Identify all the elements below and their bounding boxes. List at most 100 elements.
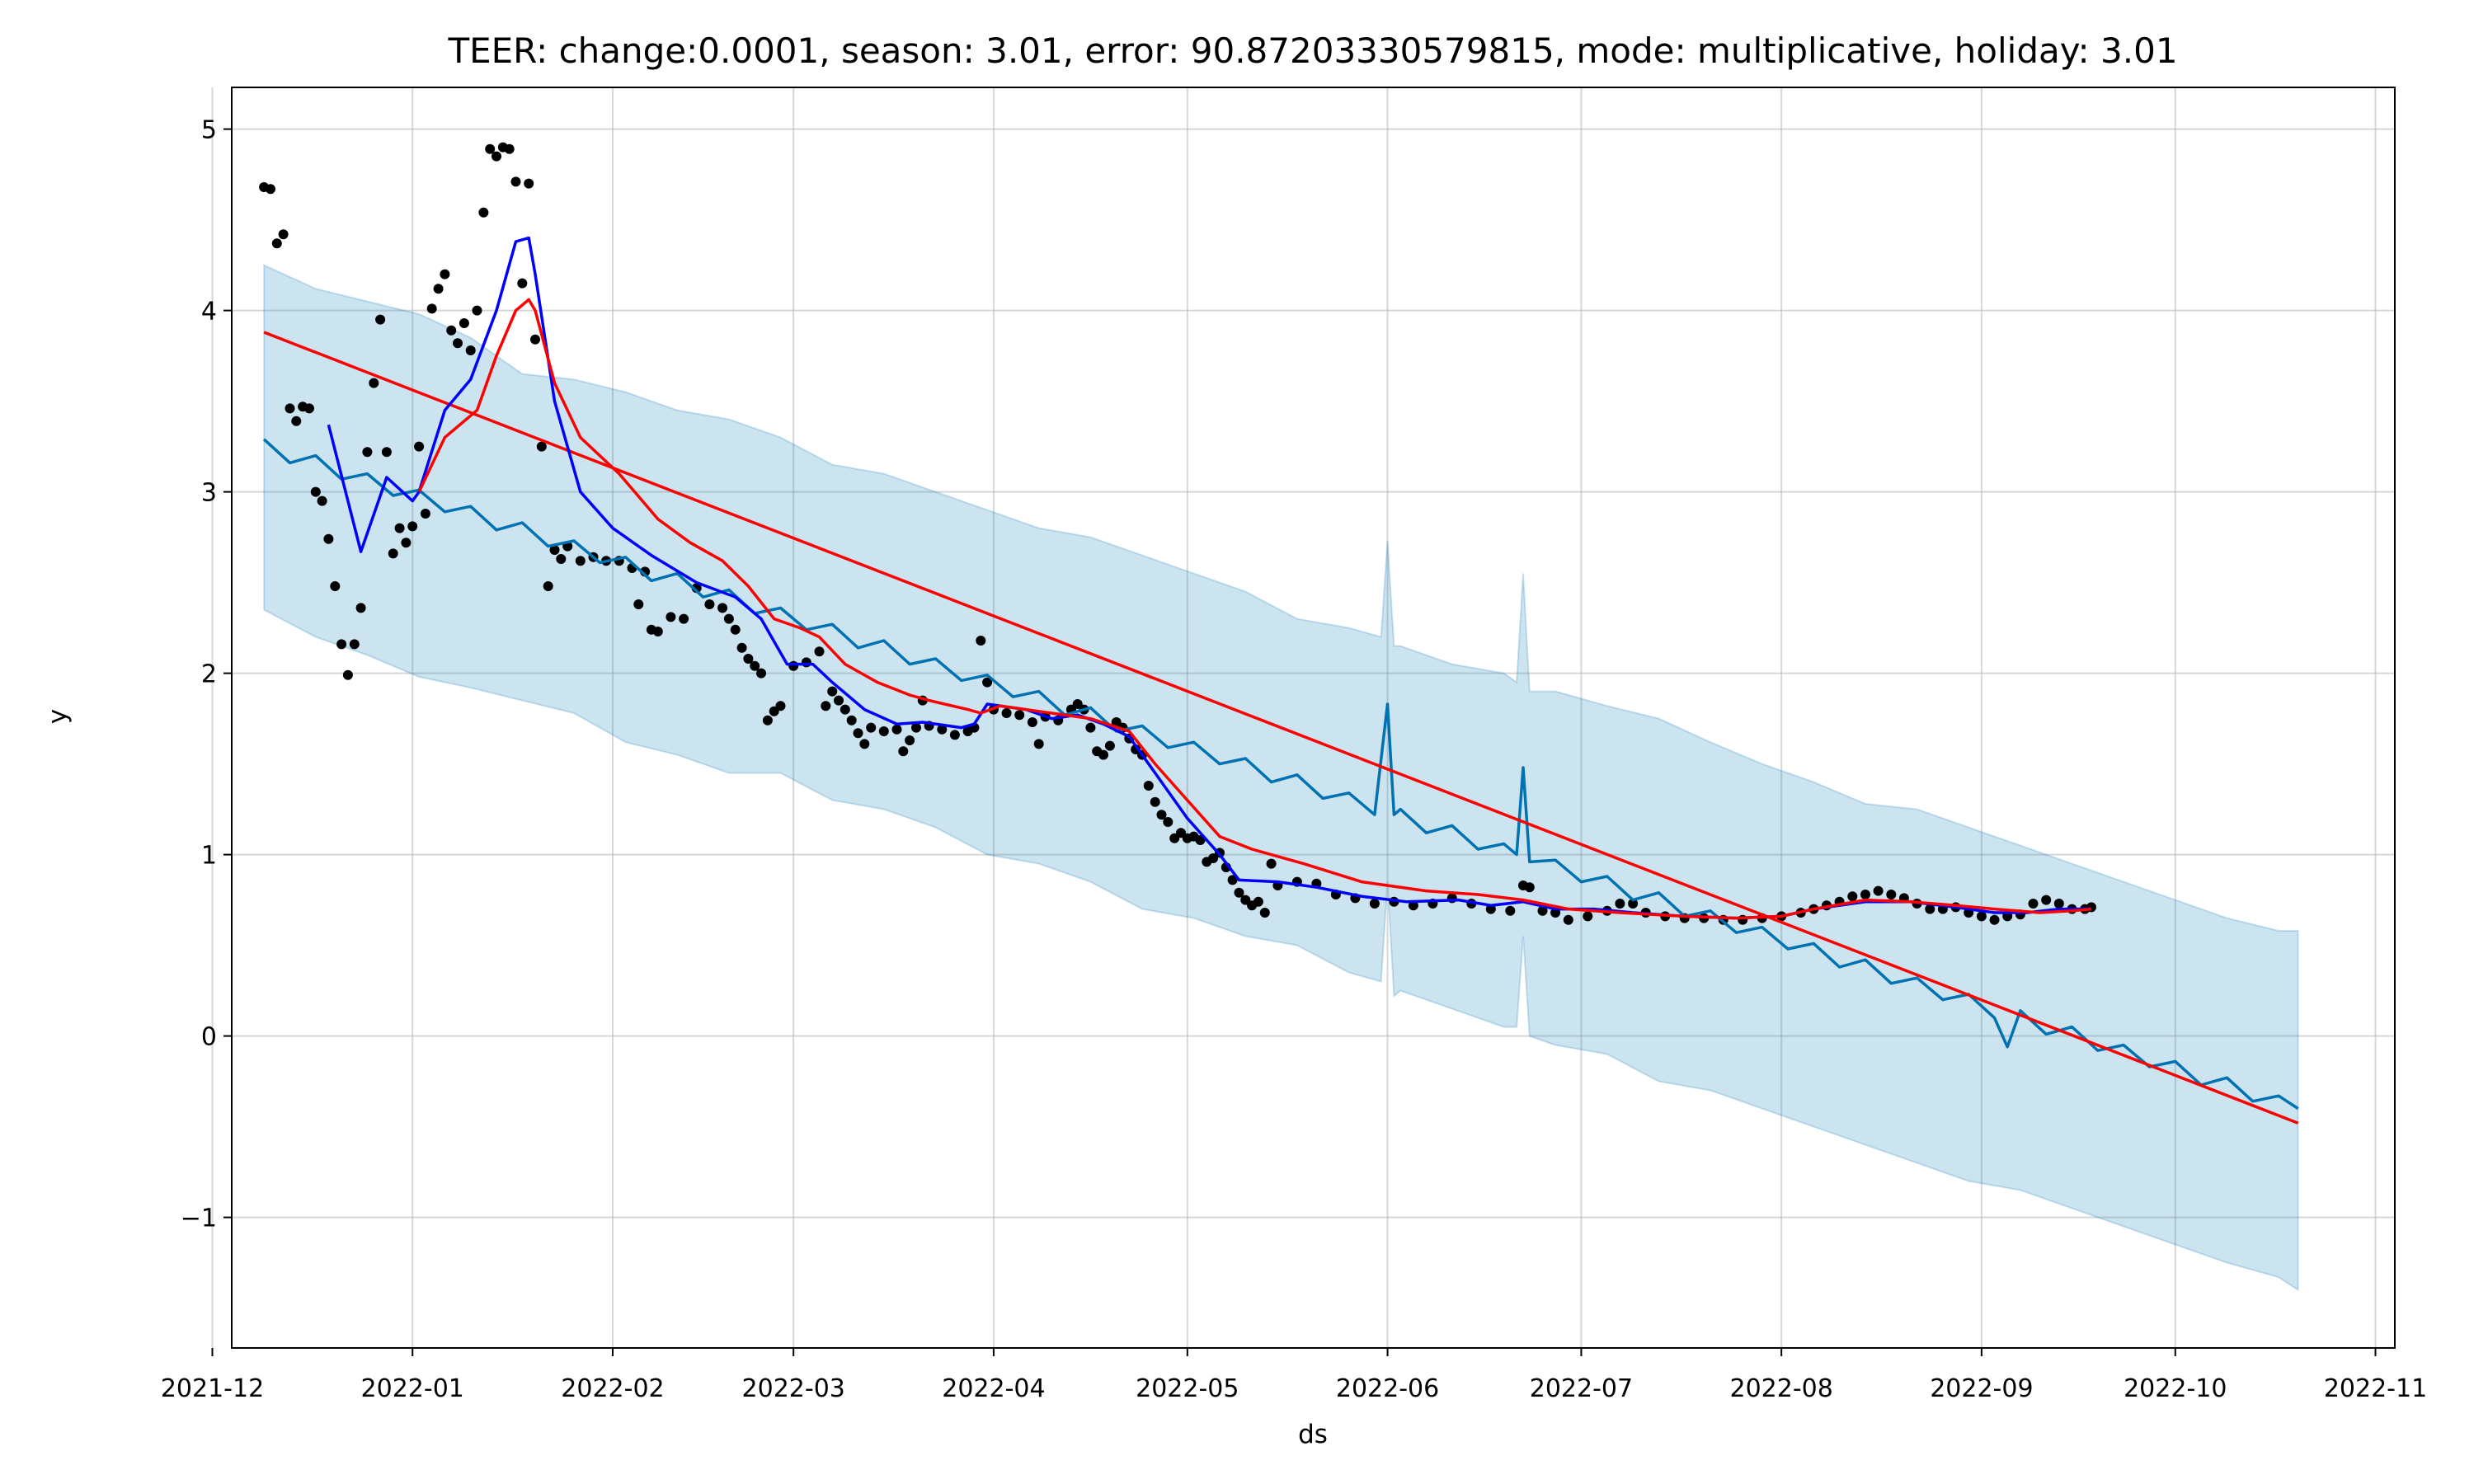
data-point [1989,914,2000,925]
data-point [536,441,547,452]
data-point [976,636,986,646]
ticks: 2021-12 2022-01 2022-02 2022-03 2022-04 2022-… [161,116,2427,1403]
chart-title: TEER: change:0.0001, season: 3.01, error… [447,31,2177,71]
data-point [1227,875,1238,885]
data-point [414,441,425,452]
x-tick-label: 2022-08 [1729,1374,1832,1403]
data-point [1925,904,1935,914]
x-tick-label: 2022-06 [1336,1374,1439,1403]
data-point [323,533,334,544]
data-point [291,416,302,426]
data-point [465,345,476,355]
data-point [723,613,734,624]
data-point [814,646,825,657]
line [417,298,2092,920]
data-point [1976,911,1987,922]
data-point [1369,899,1380,909]
data-point [285,403,295,414]
y-tick-label: −1 [181,1205,217,1233]
data-point [266,184,275,195]
data-point [549,545,560,555]
data-point [310,486,321,497]
x-tick-label: 2022-04 [942,1374,1045,1403]
data-point [271,238,282,249]
data-point [1001,708,1012,718]
data-point [743,654,754,664]
data-point [1615,899,1625,909]
data-point [1505,905,1516,916]
grid [211,87,2395,1348]
data-point [420,509,430,519]
data-point [1085,722,1096,733]
data-point [453,338,463,349]
data-point [426,303,437,314]
data-point [1234,887,1244,898]
data-point [556,554,567,564]
data-point [575,556,586,566]
data-point [937,724,948,735]
y-axis-label: y [43,709,73,724]
data-point [440,269,450,279]
data-point [730,624,741,635]
data-point [1150,796,1160,807]
data-point [1563,914,1573,925]
x-tick-label: 2022-03 [742,1374,845,1403]
y-tick-label: 0 [201,1023,217,1052]
data-point [304,403,314,414]
plot-area [259,142,2299,1292]
line [263,331,2299,1125]
data-point [355,603,366,613]
x-tick-label: 2021-12 [161,1374,264,1403]
data-point [504,143,515,154]
data-point [433,284,444,294]
data-point [1860,890,1870,899]
data-point [834,695,844,706]
data-point [949,730,960,740]
data-point [1208,853,1219,863]
data-point [459,318,469,328]
data-point [401,538,412,548]
data-point [666,612,676,622]
data-point [1163,817,1174,827]
x-tick-label: 2022-11 [2324,1374,2427,1403]
data-point [2041,895,2052,905]
data-point [652,627,663,636]
data-point [1033,739,1044,749]
data-point [543,581,553,591]
data-point [1027,717,1037,727]
x-tick-label: 2022-01 [361,1374,464,1403]
data-point [878,726,889,736]
data-point [704,599,715,609]
x-tick-label: 2022-10 [2124,1374,2227,1403]
data-point [1259,908,1270,918]
data-point [821,701,831,711]
data-point [1169,833,1180,843]
x-tick-label: 2022-07 [1530,1374,1633,1403]
data-point [1104,740,1115,751]
data-point [1111,717,1122,727]
data-point [1873,885,1884,896]
data-point [859,739,870,749]
data-point [407,521,418,532]
data-point [524,178,534,189]
data-point [375,314,386,325]
data-point [762,715,773,726]
data-point [446,325,457,336]
data-point [517,278,528,289]
data-point [1537,905,1548,916]
data-point [1098,749,1108,760]
data-point [775,701,786,711]
data-point [2053,899,2064,909]
data-point [898,746,909,757]
data-point [750,660,760,671]
data-point [1176,828,1186,838]
data-point [911,722,921,733]
data-point [388,548,398,559]
data-point [788,660,799,671]
data-point [1253,896,1263,907]
data-point [756,668,766,679]
data-point [1072,699,1083,709]
data-point [369,378,379,388]
data-point [846,715,857,726]
